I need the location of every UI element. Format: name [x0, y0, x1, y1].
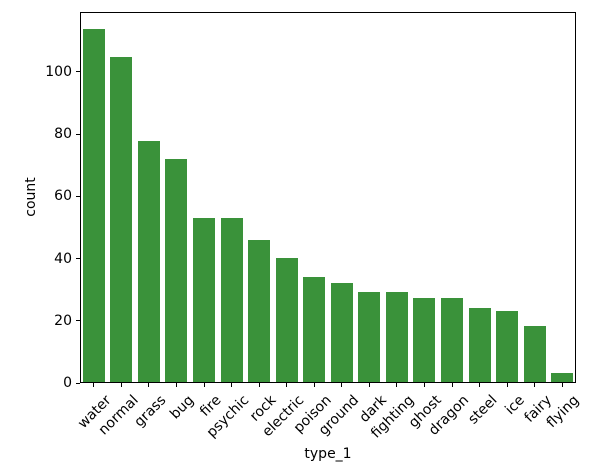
- bar-psychic: [220, 217, 243, 382]
- x-tick-poison: [313, 383, 315, 387]
- x-tick-dark: [368, 383, 370, 387]
- bar-dark: [358, 292, 381, 382]
- bar-water: [82, 29, 105, 382]
- bar-rock: [248, 239, 271, 382]
- x-tick-steel: [479, 383, 481, 387]
- x-tick-ghost: [423, 383, 425, 387]
- x-tick-label-bug: bug: [166, 392, 198, 423]
- x-tick-water: [93, 383, 95, 387]
- x-tick-fighting: [396, 383, 398, 387]
- y-tick-60: [76, 195, 80, 197]
- x-tick-psychic: [231, 383, 233, 387]
- x-axis-label: type_1: [304, 446, 352, 462]
- bar-fighting: [385, 292, 408, 382]
- x-tick-normal: [120, 383, 122, 387]
- x-tick-label-steel: steel: [464, 392, 501, 428]
- y-axis-label: count: [23, 177, 39, 217]
- bar-bug: [165, 159, 188, 382]
- y-tick-label-0: 0: [63, 375, 72, 391]
- y-tick-label-60: 60: [54, 188, 72, 205]
- x-tick-rock: [258, 383, 260, 387]
- bar-ice: [496, 310, 519, 382]
- y-tick-80: [76, 133, 80, 135]
- y-tick-100: [76, 71, 80, 73]
- x-tick-flying: [561, 383, 563, 387]
- bar-fairy: [523, 326, 546, 382]
- y-tick-label-20: 20: [54, 312, 72, 329]
- y-tick-20: [76, 320, 80, 322]
- x-tick-grass: [148, 383, 150, 387]
- x-tick-ground: [341, 383, 343, 387]
- y-tick-label-40: 40: [54, 250, 72, 267]
- bar-grass: [137, 140, 160, 382]
- y-tick-label-100: 100: [45, 63, 72, 80]
- x-tick-bug: [175, 383, 177, 387]
- bar-steel: [468, 307, 491, 382]
- y-tick-40: [76, 258, 80, 259]
- x-tick-fairy: [534, 383, 536, 387]
- y-tick-0: [76, 382, 80, 384]
- x-tick-ice: [506, 383, 508, 387]
- y-tick-label-80: 80: [54, 126, 72, 142]
- plot-area: [80, 12, 576, 383]
- bar-ground: [330, 282, 353, 382]
- x-tick-electric: [286, 383, 288, 387]
- x-tick-label-grass: grass: [131, 392, 170, 431]
- bar-dragon: [441, 298, 463, 382]
- bar-ghost: [413, 298, 436, 382]
- bar-poison: [303, 276, 326, 382]
- bar-electric: [275, 258, 298, 382]
- bar-fire: [193, 217, 215, 382]
- bar-normal: [110, 56, 133, 382]
- x-tick-fire: [203, 383, 205, 387]
- bar-flying: [551, 372, 574, 382]
- x-tick-dragon: [451, 383, 453, 387]
